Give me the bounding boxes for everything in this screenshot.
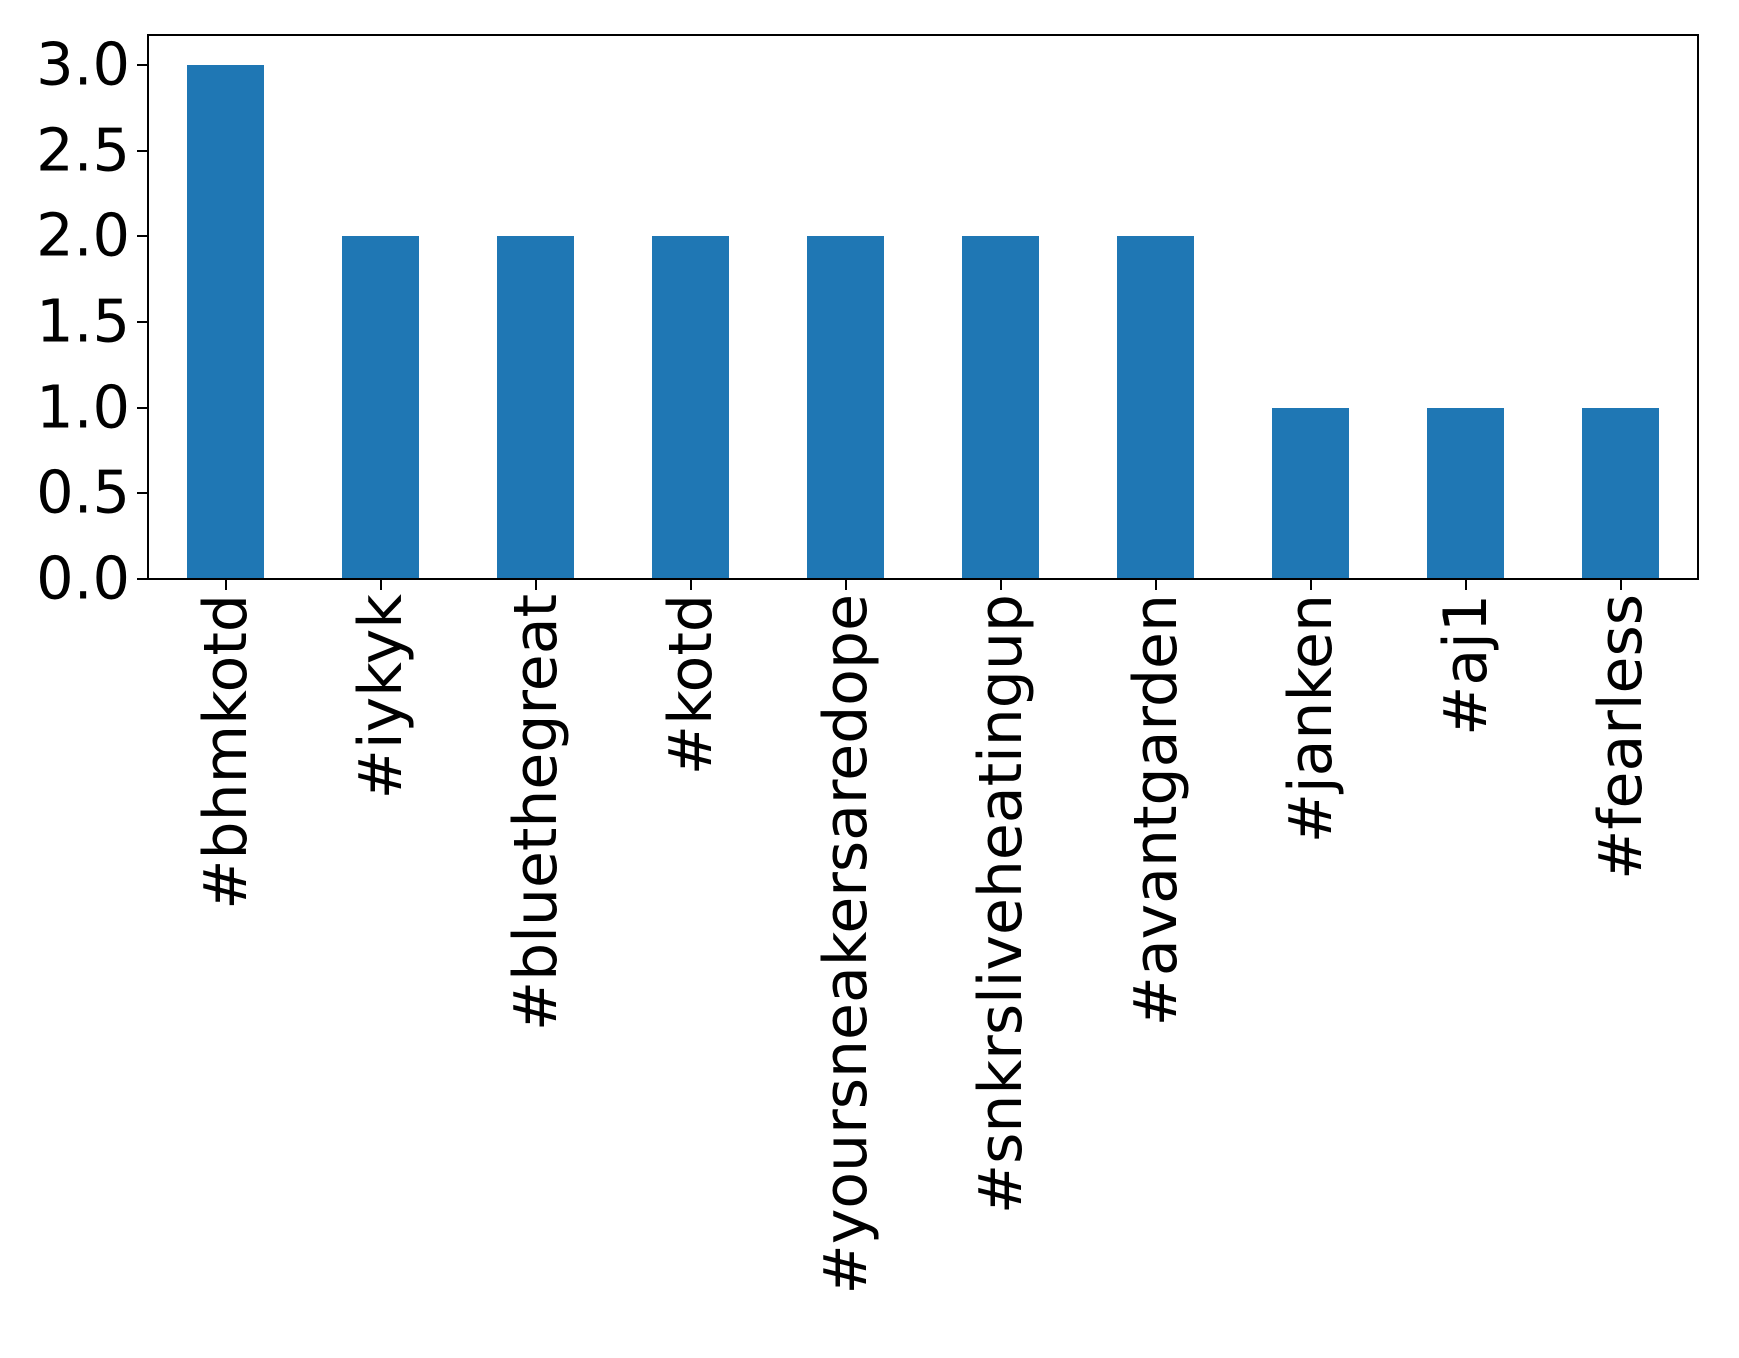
bar — [1116, 236, 1195, 579]
y-tick-label: 2.0 — [36, 200, 130, 270]
x-tick-mark — [845, 580, 847, 590]
x-tick-label-cell: #iykyk — [303, 594, 458, 1354]
x-tick-label-cell: #aj1 — [1388, 594, 1543, 1354]
y-tick-label: 0.0 — [36, 543, 130, 613]
x-tick-label: #avantgarden — [1120, 594, 1191, 1027]
x-tick-mark — [1465, 580, 1467, 590]
y-tick-label: 3.0 — [36, 29, 130, 99]
bar — [806, 236, 885, 579]
x-tick-label: #fearless — [1585, 594, 1656, 880]
x-tick-mark — [535, 580, 537, 590]
x-tick-label-cell: #fearless — [1543, 594, 1698, 1354]
x-tick-mark — [1000, 580, 1002, 590]
x-tick-mark — [1620, 580, 1622, 590]
x-tick-label-cell: #kotd — [613, 594, 768, 1354]
x-tick-label-cell: #avantgarden — [1078, 594, 1233, 1354]
x-tick-label: #snkrsliveheatingup — [965, 594, 1036, 1215]
y-tick-mark — [137, 492, 148, 494]
bar — [961, 236, 1040, 579]
bar — [496, 236, 575, 579]
x-tick-label: #bhmkotd — [190, 594, 261, 910]
bar — [186, 65, 265, 579]
y-tick-label: 1.0 — [36, 372, 130, 442]
x-tick-label-cell: #bluethegreat — [458, 594, 613, 1354]
bar — [341, 236, 420, 579]
x-tick-label-cell: #bhmkotd — [148, 594, 303, 1354]
x-tick-label: #iykyk — [345, 594, 416, 800]
y-tick-mark — [137, 150, 148, 152]
bar — [1426, 408, 1505, 579]
y-tick-mark — [137, 578, 148, 580]
x-tick-mark — [1155, 580, 1157, 590]
x-tick-label: #janken — [1275, 594, 1346, 844]
bar — [1271, 408, 1350, 579]
y-tick-label: 1.5 — [36, 286, 130, 356]
x-tick-mark — [380, 580, 382, 590]
y-tick-mark — [137, 407, 148, 409]
x-tick-mark — [1310, 580, 1312, 590]
y-tick-mark — [137, 235, 148, 237]
x-tick-label-cell: #snkrsliveheatingup — [923, 594, 1078, 1354]
y-tick-mark — [137, 321, 148, 323]
y-tick-mark — [137, 64, 148, 66]
x-tick-label: #yoursneakersaredope — [810, 594, 881, 1295]
y-tick-label: 0.5 — [36, 457, 130, 527]
x-tick-label: #bluethegreat — [500, 594, 571, 1032]
x-tick-mark — [225, 580, 227, 590]
bar — [651, 236, 730, 579]
bar — [1581, 408, 1660, 579]
x-tick-labels: #bhmkotd #iykyk #bluethegreat #kotd #yoursne… — [148, 594, 1698, 1354]
x-tick-label-cell: #janken — [1233, 594, 1388, 1354]
x-tick-label-cell: #yoursneakersaredope — [768, 594, 923, 1354]
x-tick-mark — [690, 580, 692, 590]
x-tick-label: #aj1 — [1430, 594, 1501, 736]
y-tick-label: 2.5 — [36, 115, 130, 185]
x-tick-label: #kotd — [655, 594, 726, 776]
